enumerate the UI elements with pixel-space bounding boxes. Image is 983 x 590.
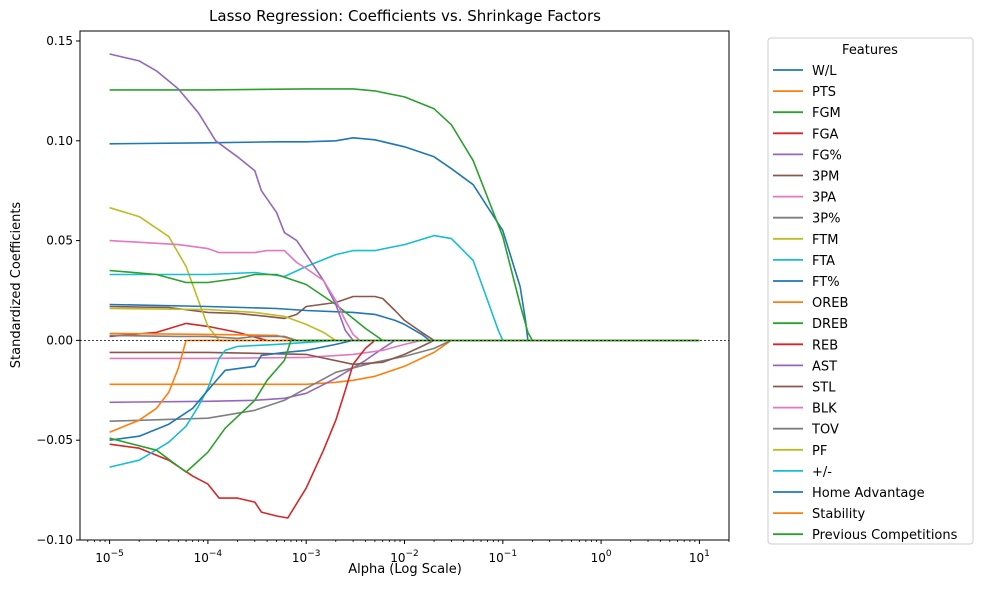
series-line-1 bbox=[109, 339, 700, 386]
y-tick-label-3: 0.05 bbox=[46, 234, 73, 248]
y-tick-label-4: 0.10 bbox=[46, 134, 73, 148]
x-tick-label-3: 10−2 bbox=[390, 549, 419, 565]
legend-label-2: FGM bbox=[812, 106, 841, 121]
legend-label-16: BLK bbox=[812, 402, 837, 417]
y-axis: −0.10 −0.05 0.00 0.05 0.10 0.15 bbox=[36, 34, 80, 547]
series-line-4 bbox=[109, 339, 700, 404]
legend-frame bbox=[767, 37, 974, 545]
plot-frame bbox=[79, 30, 730, 541]
series-line-5 bbox=[109, 295, 700, 342]
x-tick-label-0: 10−5 bbox=[95, 549, 124, 565]
legend-label-19: +/- bbox=[812, 465, 832, 480]
legend-label-15: STL bbox=[812, 381, 836, 396]
y-tick-label-2: 0.00 bbox=[46, 333, 73, 347]
series-line-22 bbox=[109, 339, 700, 473]
series-line-3 bbox=[109, 322, 700, 342]
legend: Features W/L PTS FGM FGA FG% 3PM 3PA 3P% FTM FTA F… bbox=[767, 37, 974, 545]
legend-label-8: FTM bbox=[812, 233, 838, 248]
legend-label-3: FGA bbox=[812, 127, 839, 142]
x-axis-label: Alpha (Log Scale) bbox=[348, 562, 462, 577]
legend-title: Features bbox=[842, 43, 898, 58]
series-line-10 bbox=[109, 303, 700, 342]
series-line-2 bbox=[109, 88, 700, 342]
legend-items: W/L PTS FGM FGA FG% 3PM 3PA 3P% FTM FTA FT% OREB DRE… bbox=[773, 64, 958, 543]
y-axis-label: Standardized Coefficients bbox=[9, 202, 24, 369]
series-line-7 bbox=[109, 339, 700, 422]
legend-label-12: DREB bbox=[812, 317, 848, 332]
x-tick-label-2: 10−3 bbox=[292, 549, 321, 565]
series-line-16 bbox=[109, 239, 700, 342]
series-line-0 bbox=[109, 137, 700, 342]
legend-label-4: FG% bbox=[812, 148, 842, 163]
series-line-8 bbox=[109, 206, 700, 342]
series-line-21 bbox=[109, 339, 700, 433]
legend-label-5: 3PM bbox=[812, 170, 839, 185]
legend-label-0: W/L bbox=[812, 64, 837, 79]
series-line-20 bbox=[109, 339, 700, 441]
x-tick-label-5: 100 bbox=[591, 549, 612, 565]
legend-label-20: Home Advantage bbox=[812, 486, 925, 501]
legend-label-14: AST bbox=[812, 359, 837, 374]
series-line-19 bbox=[109, 339, 700, 468]
legend-label-7: 3P% bbox=[812, 212, 840, 227]
legend-label-10: FT% bbox=[812, 275, 840, 290]
y-tick-label-1: −0.05 bbox=[36, 433, 73, 447]
plot-area bbox=[79, 30, 730, 541]
x-tick-label-6: 101 bbox=[689, 549, 710, 565]
series-line-12 bbox=[109, 269, 700, 342]
x-axis: 10−5 10−4 10−3 10−2 10−1 100 101 bbox=[87, 540, 730, 565]
y-tick-label-5: 0.15 bbox=[46, 34, 73, 48]
series-lines bbox=[109, 53, 700, 519]
legend-label-13: REB bbox=[812, 338, 838, 353]
legend-label-6: 3PA bbox=[812, 191, 836, 206]
legend-label-18: PF bbox=[812, 444, 827, 459]
legend-label-17: TOV bbox=[811, 423, 839, 438]
series-line-18 bbox=[109, 307, 700, 342]
series-line-15 bbox=[109, 339, 700, 366]
x-tick-label-1: 10−4 bbox=[194, 549, 223, 565]
y-tick-label-0: −0.10 bbox=[36, 533, 73, 547]
legend-label-22: Previous Competitions bbox=[812, 528, 958, 543]
x-tick-label-4: 10−1 bbox=[489, 549, 518, 565]
legend-label-21: Stability bbox=[812, 507, 866, 522]
legend-label-11: OREB bbox=[812, 296, 848, 311]
chart-title: Lasso Regression: Coefficients vs. Shrin… bbox=[209, 7, 601, 25]
legend-label-1: PTS bbox=[812, 85, 836, 100]
legend-label-9: FTA bbox=[812, 254, 835, 269]
series-line-14 bbox=[109, 53, 700, 342]
